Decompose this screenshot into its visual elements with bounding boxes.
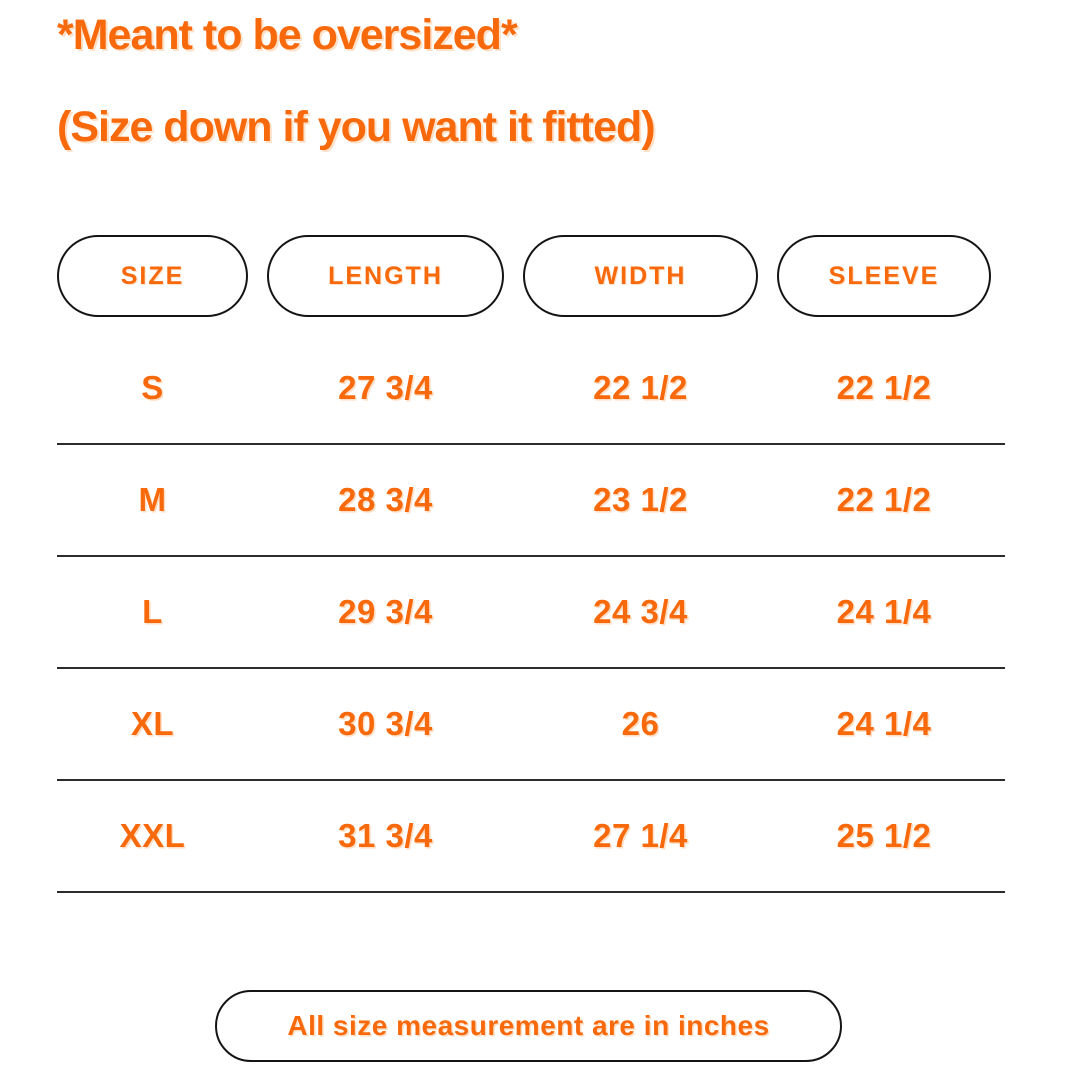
cell-length: 31 3/4 [338,817,433,854]
cell-sleeve: 25 1/2 [836,817,932,854]
column-header-row: SIZE LENGTH WIDTH SLEEVE [57,235,991,317]
cell-width: 23 1/2 [593,481,688,518]
units-note: All size measurement are in inches [287,1010,770,1041]
column-header-length: LENGTH [267,235,504,317]
table-row-l: L 29 3/4 24 3/4 24 1/4 [57,557,1005,669]
table-row-xxl: XXL 31 3/4 27 1/4 25 1/2 [57,781,1005,893]
cell-size: XL [130,705,175,742]
cell-size: XXL [119,817,186,854]
cell-width: 26 [621,705,660,742]
cell-size: L [142,593,163,630]
table-row-xl: XL 30 3/4 26 24 1/4 [57,669,1005,781]
cell-sleeve: 22 1/2 [836,369,932,406]
cell-length: 30 3/4 [338,705,433,742]
size-table-body: S 27 3/4 22 1/2 22 1/2 M 28 3/4 23 1/2 2… [57,333,1005,893]
cell-width: 22 1/2 [593,369,688,406]
cell-sleeve: 22 1/2 [836,481,932,518]
column-header-width: WIDTH [523,235,758,317]
cell-length: 29 3/4 [338,593,433,630]
cell-sleeve: 24 1/4 [836,593,932,630]
cell-size: S [141,369,164,406]
table-row-s: S 27 3/4 22 1/2 22 1/2 [57,333,1005,445]
cell-width: 27 1/4 [593,817,688,854]
page-title: *Meant to be oversized* [57,11,518,59]
cell-sleeve: 24 1/4 [836,705,932,742]
page-subtitle: (Size down if you want it fitted) [57,103,656,151]
table-row-m: M 28 3/4 23 1/2 22 1/2 [57,445,1005,557]
cell-size: M [138,481,167,518]
cell-length: 28 3/4 [338,481,433,518]
column-header-sleeve: SLEEVE [777,235,991,317]
cell-length: 27 3/4 [338,369,433,406]
units-note-pill: All size measurement are in inches [215,990,842,1062]
column-header-size: SIZE [57,235,248,317]
cell-width: 24 3/4 [593,593,688,630]
